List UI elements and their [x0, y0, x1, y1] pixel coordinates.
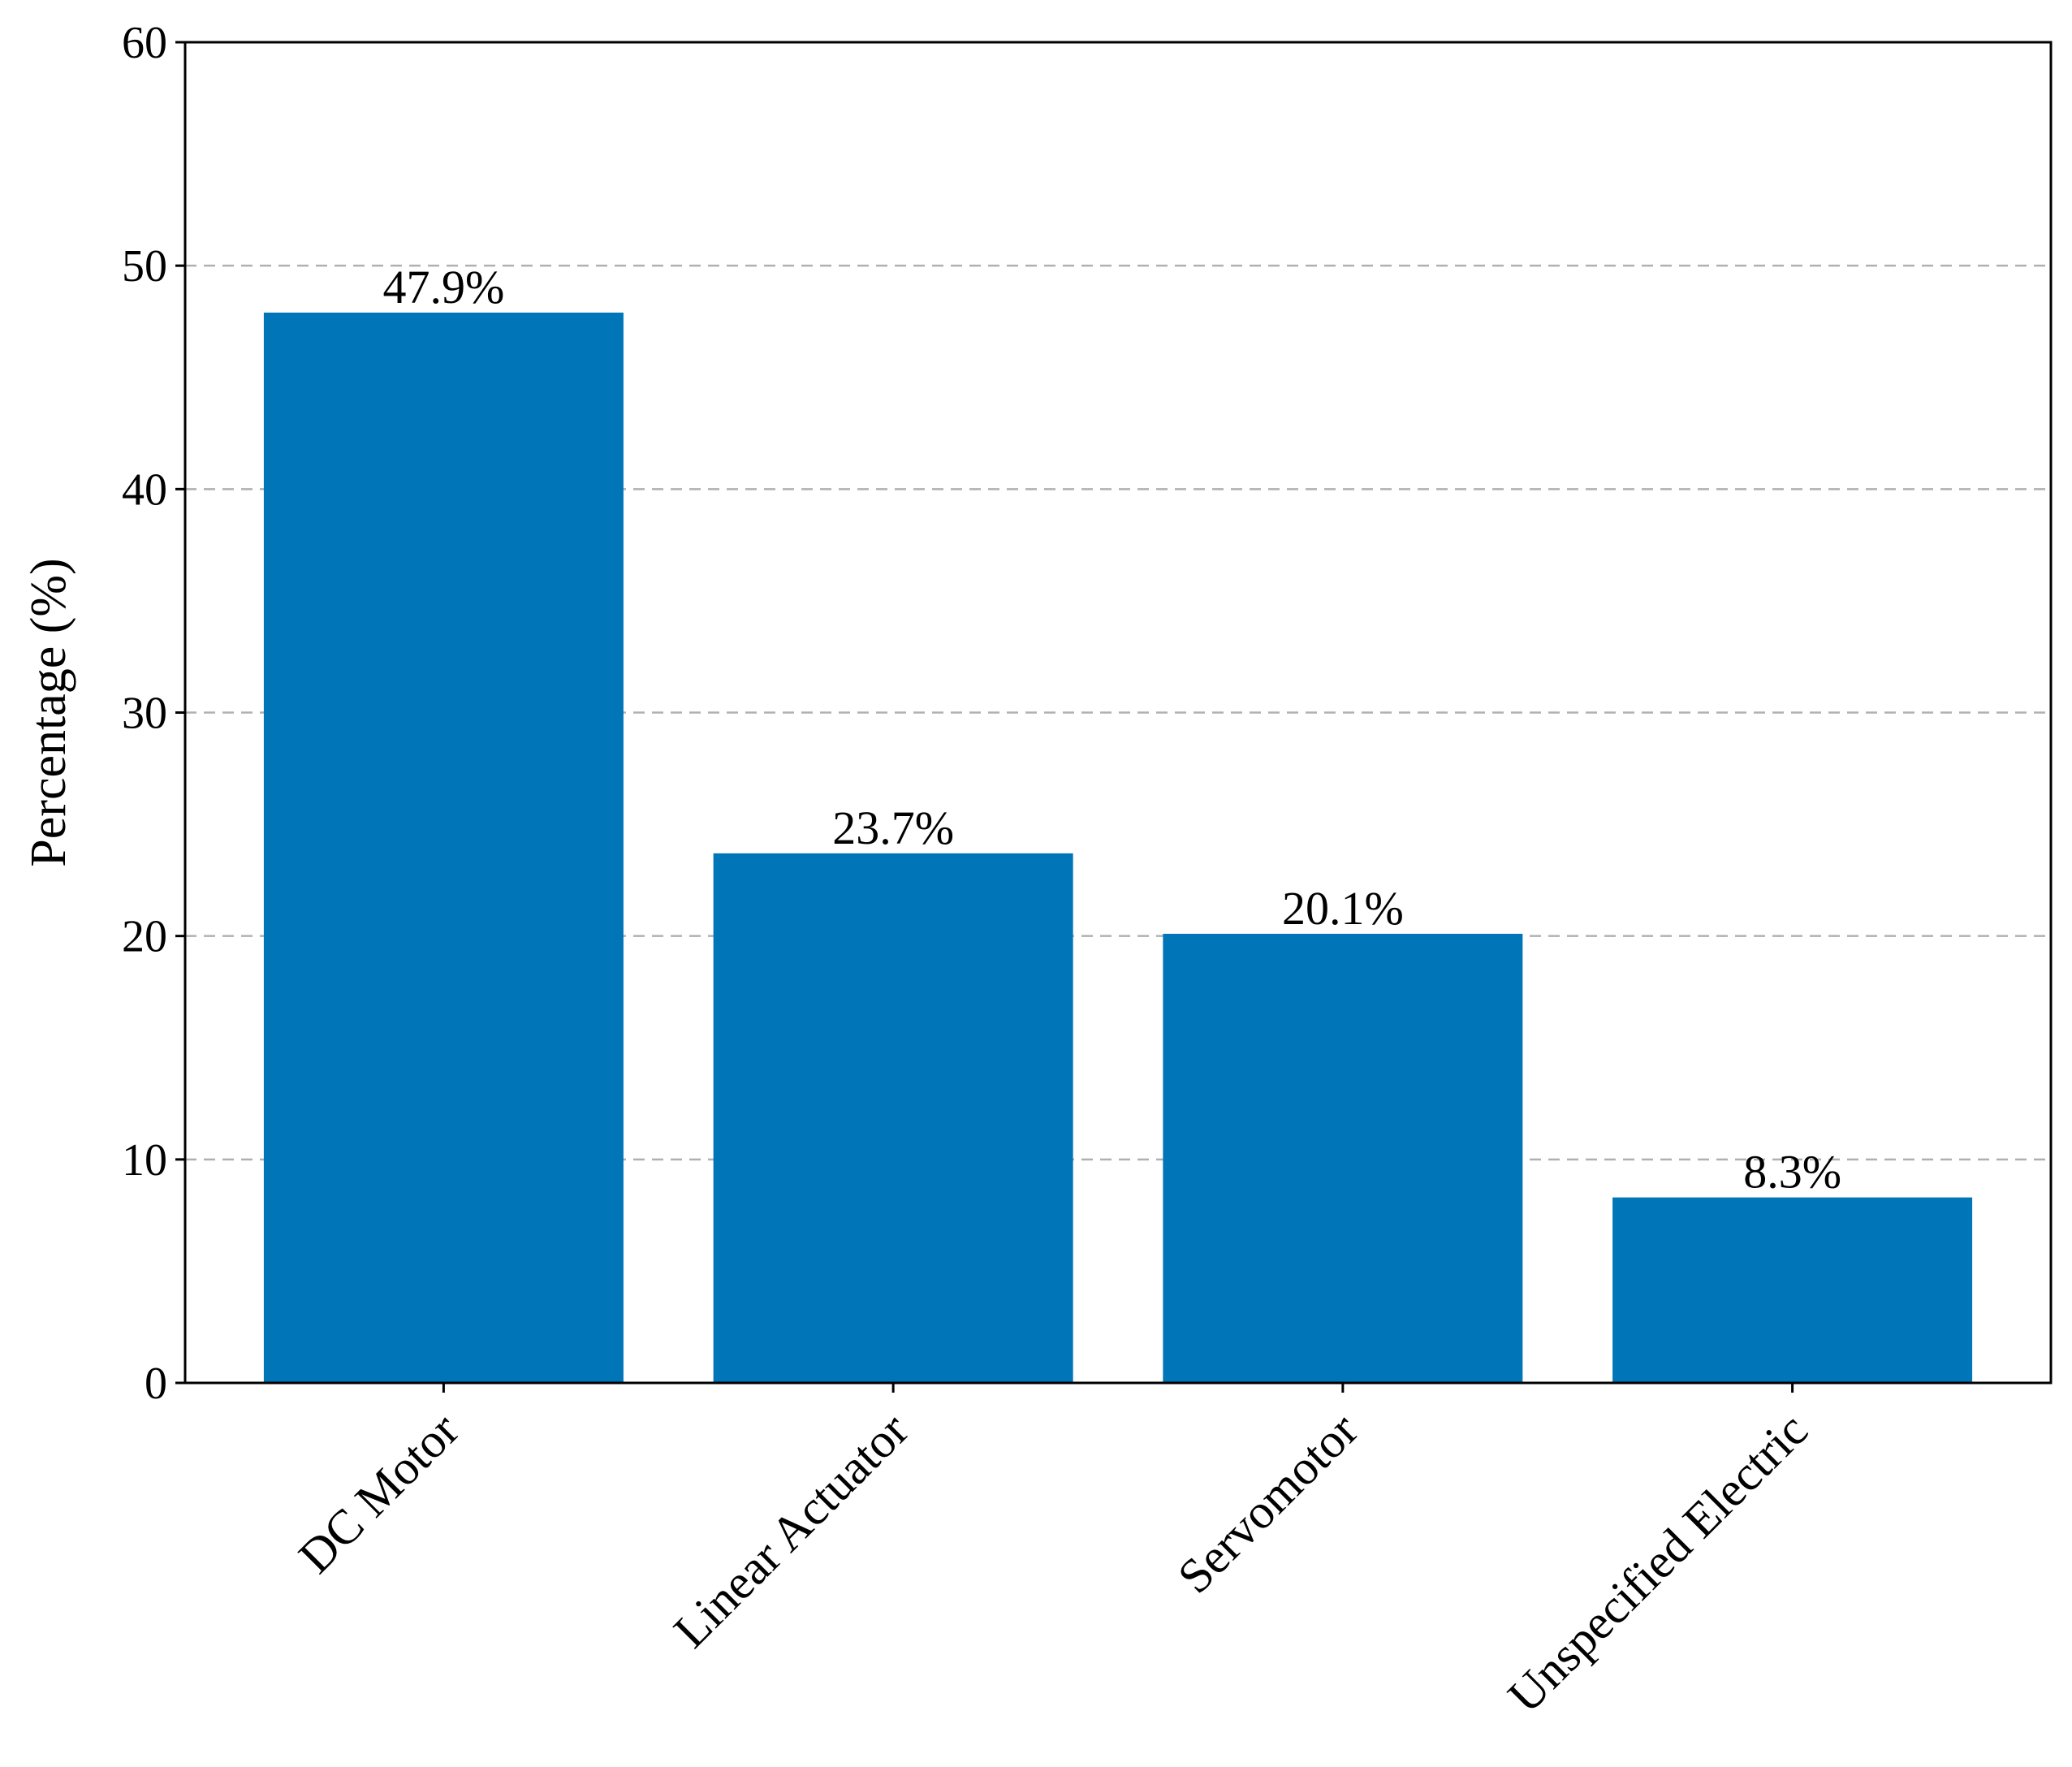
y-tick-label-60: 60 [122, 18, 167, 68]
bar-unspecified-electric [1612, 1197, 1973, 1383]
x-tick-label: DC Motor [288, 1403, 468, 1583]
x-tick-label: Unspecified Electric [1498, 1403, 1818, 1723]
bars [263, 312, 1973, 1383]
bar-value-label: 8.3% [1743, 1146, 1841, 1199]
bar-value-label: 47.9% [382, 261, 504, 313]
y-axis-label: Percentage (%) [21, 558, 76, 866]
x-axis-ticks: DC Motor Linear Actuator Servomotor Unspeci… [288, 1383, 1818, 1723]
bar-linear-actuator [713, 853, 1073, 1383]
y-tick-label-50: 50 [122, 241, 167, 292]
grid-lines [185, 264, 2051, 1161]
y-tick-label-20: 20 [122, 912, 167, 962]
bar-dc-motor [263, 312, 624, 1383]
y-axis-ticks: 0 10 20 30 40 50 60 [122, 18, 185, 1409]
bar-value-label: 20.1% [1282, 882, 1404, 935]
y-tick-label-10: 10 [122, 1135, 167, 1186]
x-tick-label: Servomotor [1168, 1403, 1368, 1604]
x-tick-label: Linear Actuator [663, 1403, 918, 1658]
y-tick-label-30: 30 [122, 689, 167, 739]
y-tick-label-0: 0 [145, 1359, 167, 1409]
bar-value-label: 23.7% [832, 801, 954, 854]
bar-servomotor [1163, 933, 1523, 1383]
bar-value-labels: 47.9% 23.7% 20.1% 8.3% [382, 261, 1841, 1199]
y-tick-label-40: 40 [122, 464, 167, 515]
